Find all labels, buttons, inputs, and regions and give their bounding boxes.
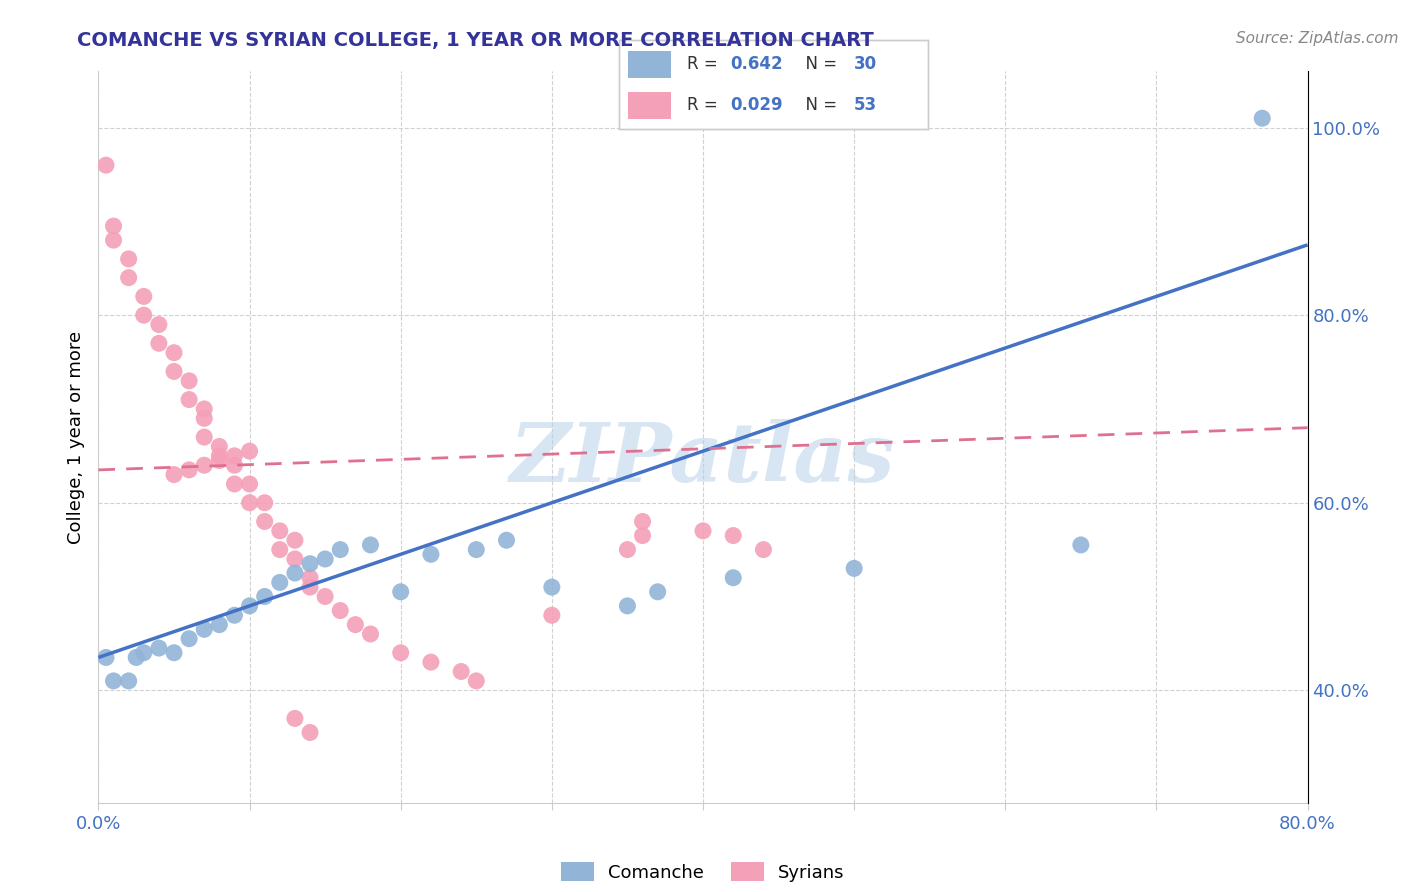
Point bbox=[314, 590, 336, 604]
Point bbox=[132, 646, 155, 660]
Text: R =: R = bbox=[686, 55, 723, 73]
Point bbox=[163, 646, 186, 660]
Text: 53: 53 bbox=[853, 96, 877, 114]
Point bbox=[94, 158, 117, 172]
Point bbox=[163, 345, 186, 359]
Point bbox=[125, 650, 148, 665]
Text: Source: ZipAtlas.com: Source: ZipAtlas.com bbox=[1236, 31, 1399, 46]
Point bbox=[118, 673, 141, 688]
Legend: Comanche, Syrians: Comanche, Syrians bbox=[554, 855, 852, 888]
Point bbox=[179, 463, 201, 477]
Point bbox=[193, 401, 215, 416]
Point bbox=[389, 584, 412, 599]
Point bbox=[844, 561, 866, 575]
Point bbox=[420, 547, 443, 561]
Text: 0.642: 0.642 bbox=[730, 55, 783, 73]
Text: COMANCHE VS SYRIAN COLLEGE, 1 YEAR OR MORE CORRELATION CHART: COMANCHE VS SYRIAN COLLEGE, 1 YEAR OR MO… bbox=[77, 31, 875, 50]
Point bbox=[148, 336, 170, 351]
Text: N =: N = bbox=[794, 96, 842, 114]
Point bbox=[239, 496, 262, 510]
Point bbox=[616, 599, 638, 613]
Point bbox=[360, 627, 382, 641]
Point bbox=[253, 590, 276, 604]
Point bbox=[103, 673, 125, 688]
Point bbox=[208, 453, 231, 467]
Point bbox=[208, 617, 231, 632]
Point bbox=[299, 725, 322, 739]
Text: ZIPatlas: ZIPatlas bbox=[510, 419, 896, 499]
Point bbox=[224, 449, 246, 463]
Point bbox=[239, 477, 262, 491]
Point bbox=[132, 289, 155, 303]
Point bbox=[723, 571, 745, 585]
Point bbox=[647, 584, 669, 599]
Point bbox=[540, 580, 562, 594]
Point bbox=[179, 374, 201, 388]
Point bbox=[616, 542, 638, 557]
FancyBboxPatch shape bbox=[628, 51, 671, 78]
Point bbox=[465, 673, 488, 688]
Point bbox=[193, 411, 215, 425]
Point bbox=[208, 440, 231, 454]
Point bbox=[495, 533, 517, 548]
Point bbox=[224, 458, 246, 473]
Point bbox=[299, 557, 322, 571]
Point bbox=[239, 599, 262, 613]
Point bbox=[148, 318, 170, 332]
Point bbox=[163, 467, 186, 482]
FancyBboxPatch shape bbox=[628, 92, 671, 119]
Point bbox=[193, 623, 215, 637]
Point bbox=[208, 449, 231, 463]
Point bbox=[692, 524, 714, 538]
Point bbox=[269, 542, 291, 557]
Point bbox=[314, 552, 336, 566]
Point bbox=[269, 524, 291, 538]
Point bbox=[94, 650, 117, 665]
Point bbox=[284, 552, 307, 566]
Point bbox=[284, 533, 307, 548]
Point bbox=[299, 580, 322, 594]
Point bbox=[193, 458, 215, 473]
Point bbox=[193, 430, 215, 444]
Point bbox=[132, 308, 155, 322]
Point bbox=[103, 233, 125, 247]
Point bbox=[239, 444, 262, 458]
Point bbox=[299, 571, 322, 585]
Point bbox=[329, 542, 352, 557]
Y-axis label: College, 1 year or more: College, 1 year or more bbox=[66, 331, 84, 543]
Point bbox=[148, 641, 170, 656]
Point bbox=[118, 270, 141, 285]
Point bbox=[118, 252, 141, 266]
Point bbox=[360, 538, 382, 552]
Point bbox=[224, 608, 246, 623]
Point bbox=[329, 603, 352, 617]
Point bbox=[631, 528, 654, 542]
Point bbox=[163, 364, 186, 378]
Point bbox=[631, 515, 654, 529]
Point bbox=[253, 515, 276, 529]
Point bbox=[450, 665, 472, 679]
Point bbox=[103, 219, 125, 233]
Point bbox=[284, 566, 307, 580]
Text: N =: N = bbox=[794, 55, 842, 73]
Point bbox=[752, 542, 775, 557]
Point bbox=[269, 575, 291, 590]
Point bbox=[179, 632, 201, 646]
Point bbox=[723, 528, 745, 542]
Point bbox=[179, 392, 201, 407]
Point bbox=[1070, 538, 1092, 552]
Point bbox=[465, 542, 488, 557]
Text: 30: 30 bbox=[853, 55, 877, 73]
Text: 0.029: 0.029 bbox=[730, 96, 783, 114]
Point bbox=[540, 608, 562, 623]
Point bbox=[420, 655, 443, 669]
Point bbox=[224, 477, 246, 491]
Point bbox=[253, 496, 276, 510]
Point bbox=[284, 711, 307, 725]
Point bbox=[1251, 112, 1274, 126]
Point bbox=[344, 617, 367, 632]
Text: R =: R = bbox=[686, 96, 723, 114]
Point bbox=[389, 646, 412, 660]
